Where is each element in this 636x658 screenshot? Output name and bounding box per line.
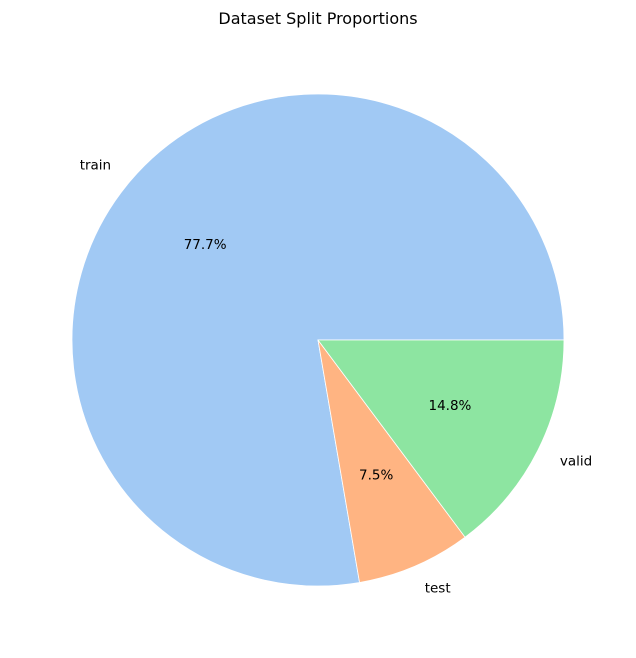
chart-title: Dataset Split Proportions [218,9,417,28]
slice-pct-valid: 14.8% [428,398,471,414]
pie-slices [71,93,565,587]
slice-label-train: train [80,158,111,174]
pie-slice-train [71,93,565,587]
pie-labels: train 77.7% test 7.5% valid 14.8% [80,158,593,597]
slice-pct-test: 7.5% [359,468,393,484]
slice-label-test: test [425,581,451,597]
pie-slice-test [317,339,466,583]
pie-slice-valid [317,339,565,538]
slice-label-valid: valid [560,453,592,469]
slice-pct-train: 77.7% [184,237,227,253]
